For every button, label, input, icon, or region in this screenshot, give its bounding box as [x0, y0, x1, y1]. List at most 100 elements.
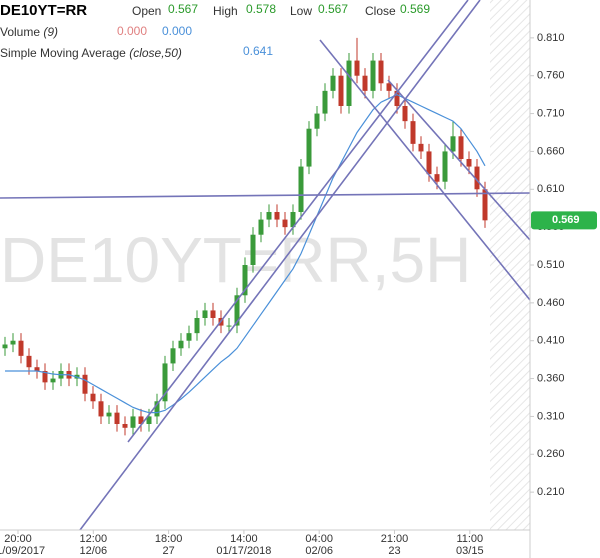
- candle-body: [466, 159, 472, 167]
- open-value: 0.567: [168, 2, 199, 16]
- trend-line: [387, 79, 531, 241]
- high-label: High: [213, 4, 238, 18]
- candle-body: [178, 340, 184, 349]
- last-price-box: [531, 211, 597, 230]
- candle-body: [210, 310, 216, 318]
- close-value: 0.569: [400, 2, 431, 16]
- future-area: [490, 0, 530, 530]
- candle-body: [418, 143, 424, 152]
- candle-body: [370, 60, 376, 91]
- candle-body: [194, 318, 200, 334]
- candle-body: [42, 371, 48, 383]
- candle-body: [186, 333, 192, 341]
- candle-body: [154, 401, 160, 417]
- candle-body: [2, 344, 8, 349]
- x-tick-time: 12:00: [80, 533, 108, 545]
- candle-body: [106, 412, 112, 417]
- candle-body: [18, 340, 24, 356]
- y-tick-label: 0.760: [537, 70, 565, 82]
- candle-body: [338, 75, 344, 106]
- candle-body: [266, 212, 272, 220]
- candle-body: [258, 219, 264, 235]
- candle-body: [26, 355, 32, 368]
- candle-body: [250, 234, 256, 265]
- candle-body: [410, 121, 416, 144]
- candle-body: [114, 412, 120, 424]
- x-tick-time: 14:00: [230, 533, 258, 545]
- y-tick-label: 0.660: [537, 145, 565, 157]
- x-tick-date: 12/06: [80, 545, 108, 557]
- x-tick-date: 03/15: [456, 545, 484, 557]
- x-tick-date: 01/17/2018: [216, 545, 271, 557]
- trend-lines: [0, 0, 531, 531]
- candle-body: [434, 174, 440, 182]
- y-tick-label: 0.610: [537, 183, 565, 195]
- x-tick-date: 11/09/2017: [0, 545, 45, 557]
- candle-body: [50, 378, 56, 383]
- y-tick-label: 0.810: [537, 32, 565, 44]
- low-value: 0.567: [318, 2, 349, 16]
- candle-body: [298, 166, 304, 212]
- candle-body: [90, 393, 96, 402]
- candle-body: [378, 60, 384, 84]
- candle-body: [274, 212, 280, 220]
- x-tick-date: 02/06: [305, 545, 333, 557]
- candle-body: [290, 212, 296, 228]
- candle-body: [450, 136, 456, 152]
- candle-body: [34, 367, 40, 371]
- trend-line: [0, 192, 531, 199]
- y-tick-label: 0.510: [537, 259, 565, 271]
- close-label: Close: [365, 4, 396, 18]
- candle-body: [146, 416, 152, 424]
- x-tick-date: 23: [388, 545, 400, 557]
- x-tick-time: 20:00: [4, 533, 32, 545]
- sma-param: (close,50): [129, 46, 182, 60]
- y-tick-label: 0.210: [537, 486, 565, 498]
- candle-body: [330, 75, 336, 91]
- x-tick-time: 21:00: [381, 533, 409, 545]
- candle-body: [354, 60, 360, 76]
- volume-name: Volume: [0, 25, 41, 39]
- y-tick-label: 0.310: [537, 410, 565, 422]
- trend-line: [319, 39, 531, 301]
- candle-body: [138, 416, 144, 424]
- candle-body: [282, 219, 288, 228]
- sma-label: Simple Moving Average (close,50): [0, 46, 182, 60]
- low-label: Low: [290, 4, 313, 18]
- candle-body: [394, 90, 400, 106]
- x-tick-time: 04:00: [305, 533, 333, 545]
- volume-label: Volume (9): [0, 25, 58, 39]
- sma-name: Simple Moving Average: [0, 46, 126, 60]
- candle-body: [386, 83, 392, 91]
- volume-a: 0.000: [117, 24, 148, 38]
- candle-body: [170, 348, 176, 364]
- candle-body: [442, 151, 448, 182]
- candle-body: [362, 75, 368, 91]
- candle-body: [130, 416, 136, 428]
- y-tick-label: 0.410: [537, 335, 565, 347]
- y-tick-label: 0.710: [537, 107, 565, 119]
- high-value: 0.578: [246, 2, 277, 16]
- candle-body: [10, 340, 16, 345]
- trend-line: [127, 0, 469, 443]
- candle-body: [226, 325, 232, 327]
- last-price-label: 0.569: [552, 214, 580, 226]
- x-tick-time: 18:00: [155, 533, 183, 545]
- candle-body: [474, 166, 480, 190]
- sma-value: 0.641: [243, 44, 274, 58]
- y-tick-label: 0.360: [537, 372, 565, 384]
- candle-body: [202, 310, 208, 318]
- watermark: DE10YT=RR,5H: [0, 224, 471, 296]
- candle-body: [98, 401, 104, 417]
- candle-body: [346, 60, 352, 106]
- volume-b: 0.000: [162, 24, 193, 38]
- trend-line: [79, 0, 481, 531]
- y-tick-label: 0.260: [537, 448, 565, 460]
- volume-param: (9): [43, 25, 59, 39]
- candle-body: [482, 189, 488, 221]
- candle-body: [122, 424, 128, 428]
- candle-body: [322, 90, 328, 114]
- x-tick-time: 11:00: [456, 533, 483, 545]
